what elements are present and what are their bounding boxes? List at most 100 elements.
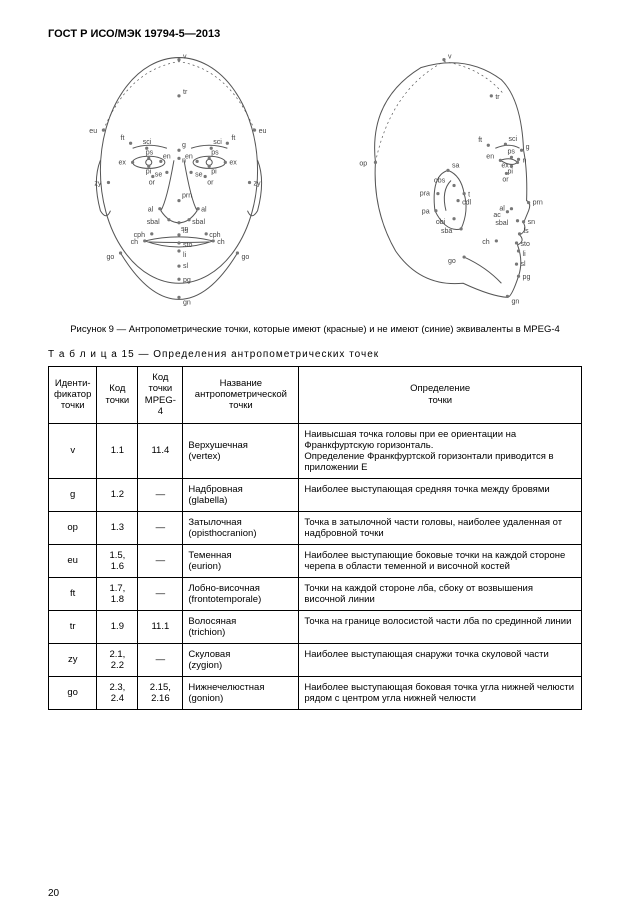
- anthro-point: [515, 262, 518, 265]
- anthro-point: [177, 58, 180, 61]
- cell-code: 1.2: [97, 478, 138, 511]
- anthro-label: zy: [254, 181, 262, 188]
- figure-9: vtreueuftftgsciscinexexenenpspspipiseseo…: [48, 48, 582, 318]
- anthro-point: [436, 192, 439, 195]
- anthro-point: [226, 142, 229, 145]
- anthro-point: [236, 251, 239, 254]
- anthro-point: [515, 241, 518, 244]
- cell-def: Наиболее выступающая снаружи точка скуло…: [299, 643, 582, 676]
- anthro-label: g: [526, 144, 530, 151]
- anthro-label: ft: [231, 135, 235, 142]
- anthro-point: [517, 275, 520, 278]
- anthro-point: [143, 239, 146, 242]
- anthro-label: en: [486, 153, 494, 160]
- anthro-point: [459, 227, 462, 230]
- anthro-point: [177, 94, 180, 97]
- anthro-point: [196, 160, 199, 163]
- anthro-point: [495, 239, 498, 242]
- anthro-label: go: [241, 254, 249, 261]
- col-code: Кодточки: [97, 367, 138, 424]
- anthro-label: cph: [209, 232, 220, 239]
- anthro-point: [129, 142, 132, 145]
- anthro-label: v: [448, 54, 452, 61]
- anthro-point: [224, 161, 227, 164]
- anthro-point: [504, 143, 507, 146]
- cell-mpeg: 11.1: [138, 610, 183, 643]
- anthro-point: [517, 158, 520, 161]
- cell-code: 1.1: [97, 423, 138, 478]
- anthro-point: [506, 210, 509, 213]
- anthro-point: [177, 149, 180, 152]
- anthro-label: v: [183, 54, 187, 61]
- table-row: g1.2—Надбровная(glabella)Наиболее выступ…: [49, 478, 582, 511]
- anthro-label: obi: [436, 219, 446, 226]
- anthro-point: [248, 181, 251, 184]
- cell-def: Точка на границе волосистой части лба по…: [299, 610, 582, 643]
- cell-id: g: [49, 478, 97, 511]
- anthro-point: [177, 157, 180, 160]
- standard-header: ГОСТ Р ИСО/МЭК 19794-5—2013: [48, 28, 582, 40]
- cell-mpeg: 11.4: [138, 423, 183, 478]
- anthro-label: sci: [143, 139, 152, 146]
- figure-caption: Рисунок 9 — Антропометрические точки, ко…: [48, 324, 582, 335]
- anthro-point: [177, 241, 180, 244]
- anthro-label: ps: [211, 149, 219, 156]
- table-row: ft1.7,1.8—Лобно-височная(frontotemporale…: [49, 577, 582, 610]
- table-title: Т а б л и ц а 15 — Определения антропоме…: [48, 349, 582, 360]
- cell-code: 2.3,2.4: [97, 676, 138, 709]
- cell-id: eu: [49, 544, 97, 577]
- anthro-point: [189, 171, 192, 174]
- cell-code: 1.5,1.6: [97, 544, 138, 577]
- anthro-label: cdl: [462, 200, 471, 207]
- cell-code: 1.9: [97, 610, 138, 643]
- cell-id: op: [49, 511, 97, 544]
- anthro-label: prn: [533, 200, 543, 207]
- anthro-label: se: [155, 171, 163, 178]
- anthro-label: li: [523, 251, 527, 258]
- cell-code: 2.1,2.2: [97, 643, 138, 676]
- anthro-label: eu: [89, 128, 97, 135]
- anthro-point: [527, 201, 530, 204]
- anthro-point: [516, 161, 519, 164]
- anthro-label: g: [182, 142, 186, 149]
- col-mpeg: КодточкиMPEG-4: [138, 367, 183, 424]
- anthro-label: tr: [183, 89, 188, 96]
- anthro-label: ex: [229, 159, 237, 166]
- anthro-label: sci: [213, 139, 222, 146]
- anthro-point: [463, 192, 466, 195]
- anthro-point: [212, 239, 215, 242]
- anthro-point: [518, 232, 521, 235]
- anthro-point: [490, 94, 493, 97]
- anthro-label: sto: [183, 242, 192, 249]
- anthro-point: [131, 161, 134, 164]
- anthro-label: gn: [511, 298, 519, 305]
- table-row: v1.111.4Верхушечная(vertex)Наивысшая точ…: [49, 423, 582, 478]
- anthro-point: [452, 184, 455, 187]
- anthro-label: or: [149, 180, 156, 187]
- anthro-point: [151, 175, 154, 178]
- anthro-label: sa: [452, 162, 460, 169]
- anthro-label: ch: [217, 239, 225, 246]
- cell-name: Надбровная(glabella): [183, 478, 299, 511]
- anthro-label: ch: [482, 239, 490, 246]
- cell-id: tr: [49, 610, 97, 643]
- cell-name: Затылочная(opisthocranion): [183, 511, 299, 544]
- cell-mpeg: —: [138, 544, 183, 577]
- table-row: zy2.1,2.2—Скуловая(zygion)Наиболее высту…: [49, 643, 582, 676]
- anthro-label: sbal: [495, 220, 508, 227]
- anthro-label: en: [163, 153, 171, 160]
- cell-mpeg: —: [138, 577, 183, 610]
- cell-id: v: [49, 423, 97, 478]
- anthro-label: sbal: [192, 219, 205, 226]
- anthro-point: [510, 207, 513, 210]
- cell-mpeg: —: [138, 478, 183, 511]
- anthro-label: obs: [434, 177, 446, 184]
- anthro-point: [208, 157, 211, 160]
- anthro-label: en: [185, 153, 193, 160]
- anthro-label: ls: [183, 228, 189, 235]
- anthro-point: [150, 232, 153, 235]
- anthro-point: [204, 175, 207, 178]
- anthro-label: ex: [119, 159, 127, 166]
- cell-name: Скуловая(zygion): [183, 643, 299, 676]
- anthro-point: [177, 221, 180, 224]
